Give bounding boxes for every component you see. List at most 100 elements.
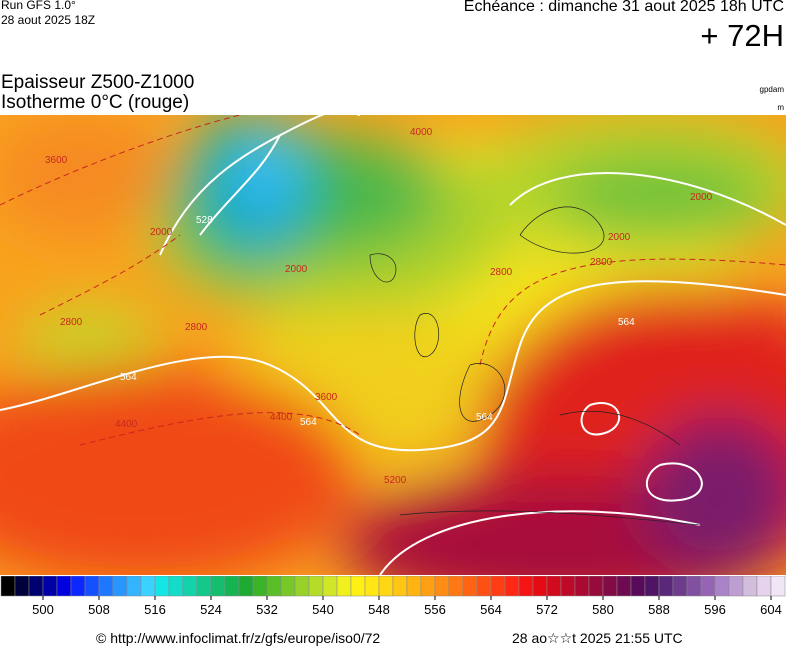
- color-swatch: [308, 576, 324, 597]
- color-swatch: [728, 576, 744, 597]
- color-swatch: [168, 576, 184, 597]
- color-swatch: [280, 576, 296, 597]
- color-swatch: [56, 576, 72, 597]
- colorbar-tick-label: 500: [32, 602, 54, 617]
- color-swatch: [504, 576, 520, 597]
- contour-label: 4400: [115, 419, 138, 430]
- color-swatch: [532, 576, 548, 597]
- colorbar-tick-label: 540: [312, 602, 334, 617]
- contour-label: 564: [618, 317, 635, 328]
- run-date: 28 aout 2025 18Z: [1, 13, 96, 27]
- unit-label: gpdam: [759, 85, 784, 94]
- color-swatch: [602, 576, 618, 597]
- freezing-level-contours: [0, 115, 786, 446]
- color-swatch: [294, 576, 310, 597]
- thickness-field: [0, 115, 786, 575]
- colorbar-tick-label: 604: [760, 602, 782, 617]
- thickness-contours: [0, 115, 786, 575]
- field-subtitle: Isotherme 0°C (rouge): [1, 92, 190, 113]
- color-swatch: [266, 576, 282, 597]
- contour-label: 5200: [384, 475, 407, 486]
- contour-label: 3600: [45, 155, 68, 166]
- colorbar-tick-label: 516: [144, 602, 166, 617]
- color-swatch: [238, 576, 254, 597]
- color-swatch: [560, 576, 576, 597]
- color-swatch: [28, 576, 44, 597]
- color-swatch: [14, 576, 30, 597]
- color-swatch: [154, 576, 170, 597]
- generated-time: 28 ao☆☆t 2025 21:55 UTC: [512, 630, 683, 646]
- contour-label: 3600: [315, 392, 338, 403]
- color-swatch: [210, 576, 226, 597]
- color-swatch: [406, 576, 422, 597]
- contour-label: 2000: [150, 227, 173, 238]
- color-swatch: [518, 576, 534, 597]
- color-swatch: [476, 576, 492, 597]
- color-swatch: [490, 576, 506, 597]
- color-swatch: [644, 576, 660, 597]
- field-title: Epaisseur Z500-Z1000: [1, 72, 195, 93]
- contour-label: 2800: [185, 322, 208, 333]
- color-swatch: [126, 576, 142, 597]
- color-swatch: [588, 576, 604, 597]
- color-swatch: [350, 576, 366, 597]
- contour-label: 564: [300, 417, 317, 428]
- unit-label: m: [777, 103, 784, 112]
- contour-label: 564: [120, 372, 137, 383]
- map: 528 564 564 564 564 2000 2000 2000 2000 2800 2800 2…: [0, 115, 786, 575]
- color-swatch: [252, 576, 268, 597]
- contour-label: 4400: [270, 412, 293, 423]
- color-swatch: [336, 576, 352, 597]
- contour-label: 2800: [60, 317, 83, 328]
- color-swatch: [770, 576, 786, 597]
- colorbar-tick-label: 508: [88, 602, 110, 617]
- contour-label: 2800: [490, 267, 513, 278]
- color-swatch: [672, 576, 688, 597]
- colorbar: 500 508 516 524 532 540 548 556 564 572 580 588 596 6…: [0, 576, 786, 617]
- colorbar-tick-label: 588: [648, 602, 670, 617]
- color-swatch: [462, 576, 478, 597]
- lead-time: + 72H: [700, 18, 784, 53]
- source-url: © http://www.infoclimat.fr/z/gfs/europe/…: [96, 630, 381, 646]
- contour-label: 2000: [690, 192, 713, 203]
- color-swatch: [392, 576, 408, 597]
- color-swatch: [742, 576, 758, 597]
- color-swatch: [574, 576, 590, 597]
- color-swatch: [630, 576, 646, 597]
- color-swatch: [686, 576, 702, 597]
- color-swatch: [546, 576, 562, 597]
- contour-label: 4000: [410, 127, 433, 138]
- color-swatch: [196, 576, 212, 597]
- color-swatch: [378, 576, 394, 597]
- colorbar-tick-label: 556: [424, 602, 446, 617]
- coastlines: [369, 206, 701, 526]
- color-swatch: [756, 576, 772, 597]
- color-swatch: [448, 576, 464, 597]
- color-swatch: [182, 576, 198, 597]
- color-swatch: [70, 576, 86, 597]
- contour-label: 2000: [285, 264, 308, 275]
- color-swatch: [658, 576, 674, 597]
- color-swatch: [98, 576, 114, 597]
- colorbar-tick-label: 572: [536, 602, 558, 617]
- contour-label: 564: [476, 412, 493, 423]
- color-swatch: [42, 576, 58, 597]
- colorbar-tick-label: 532: [256, 602, 278, 617]
- run-label: Run GFS 1.0°: [1, 0, 76, 12]
- colorbar-tick-label: 596: [704, 602, 726, 617]
- color-swatch: [700, 576, 716, 597]
- color-swatch: [0, 576, 16, 597]
- color-swatch: [84, 576, 100, 597]
- color-swatch: [420, 576, 436, 597]
- color-swatch: [714, 576, 730, 597]
- color-swatch: [112, 576, 128, 597]
- colorbar-tick-label: 524: [200, 602, 222, 617]
- valid-time: Echéance : dimanche 31 aout 2025 18h UTC: [463, 0, 784, 15]
- contour-label: 2000: [608, 232, 631, 243]
- color-swatch: [140, 576, 156, 597]
- color-swatch: [224, 576, 240, 597]
- contour-label: 2800: [590, 257, 613, 268]
- colorbar-tick-label: 564: [480, 602, 502, 617]
- color-swatch: [322, 576, 338, 597]
